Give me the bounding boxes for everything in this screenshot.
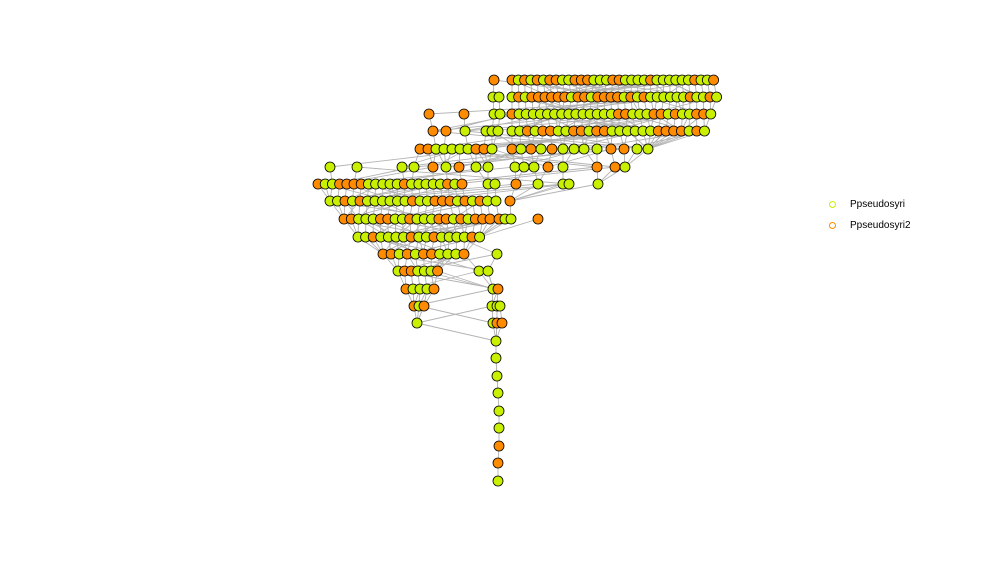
graph-node [592,178,604,190]
graph-node [489,178,501,190]
legend-label: Ppseudosyri2 [850,220,911,231]
graph-node [557,161,569,173]
graph-node [408,161,420,173]
graph-node [591,143,603,155]
graph-node [432,265,444,277]
graph-node [494,108,506,120]
graph-node [324,161,336,173]
graph-node [618,143,630,155]
graph-node [515,143,527,155]
graph-node [509,161,521,173]
graph-node [427,161,439,173]
graph-edges [317,79,718,481]
legend-item: Ppseudosyri2 [828,215,911,236]
graph-node [428,283,440,295]
graph-node [492,475,504,487]
graph-node [351,161,363,173]
graph-edge [437,270,494,290]
graph-node [492,457,504,469]
graph-node [470,161,482,173]
graph-node [609,161,621,173]
graph-node [396,161,408,173]
graph-node [418,300,430,312]
graph-node [493,405,505,417]
graph-node [491,370,503,382]
graph-node [532,178,544,190]
legend-label: Ppseudosyri [850,199,906,210]
graph-node [711,91,722,103]
graph-node [578,143,590,155]
graph-node [423,108,435,120]
graph-node [492,387,504,399]
graph-node [619,161,631,173]
graph-node [532,213,544,225]
graph-node [492,125,504,137]
graph-node [542,161,554,173]
graph-node [459,125,471,137]
graph-node [490,335,502,347]
graph-node [510,178,522,190]
graph-node [482,161,494,173]
graph-node [493,440,505,452]
legend: Ppseudosyri Ppseudosyri2 [828,194,911,236]
graph-nodes [312,74,722,487]
graph-node [563,178,575,190]
graph-node [427,125,439,137]
graph-node [484,213,496,225]
graph-node [505,213,517,225]
graph-node [518,161,530,173]
graph-node [705,108,717,120]
graph-node [493,422,505,434]
graph-edge [416,322,497,342]
graph-node [568,143,580,155]
graph-node [631,143,643,155]
graph-node [491,248,503,260]
graph-node [504,195,516,207]
graph-node [492,283,504,295]
graph-node [528,161,540,173]
graph-node [490,195,502,207]
graph-node [557,143,569,155]
graph-edge [509,183,599,202]
graph-node [642,143,654,155]
graph-node [440,125,452,137]
graph-node [411,317,423,329]
graph-node [453,161,465,173]
graph-node [699,125,710,137]
legend-marker-ppseudosyri [829,201,836,208]
graph-node [490,352,502,364]
graph-node [474,231,486,243]
graph-node [488,74,500,86]
legend-marker-ppseudosyri2 [829,222,836,229]
graph-node [456,178,468,190]
graph-node [493,91,505,103]
graph-node [494,300,506,312]
graph-node [708,74,719,86]
graph-node [506,143,518,155]
graph-node [535,143,547,155]
graph-node [525,143,537,155]
graph-node [473,265,485,277]
legend-item: Ppseudosyri [828,194,911,215]
graph-node [605,143,617,155]
graph-edge [416,305,493,324]
graph-node [482,265,494,277]
graph-node [486,143,498,155]
graph-edge [454,166,616,185]
graph-node [496,317,508,329]
graph-node [458,108,470,120]
graph-node [440,161,452,173]
graph-edge [479,218,539,238]
graph-node [458,248,470,260]
graph-node [546,143,558,155]
graph-node [591,161,603,173]
